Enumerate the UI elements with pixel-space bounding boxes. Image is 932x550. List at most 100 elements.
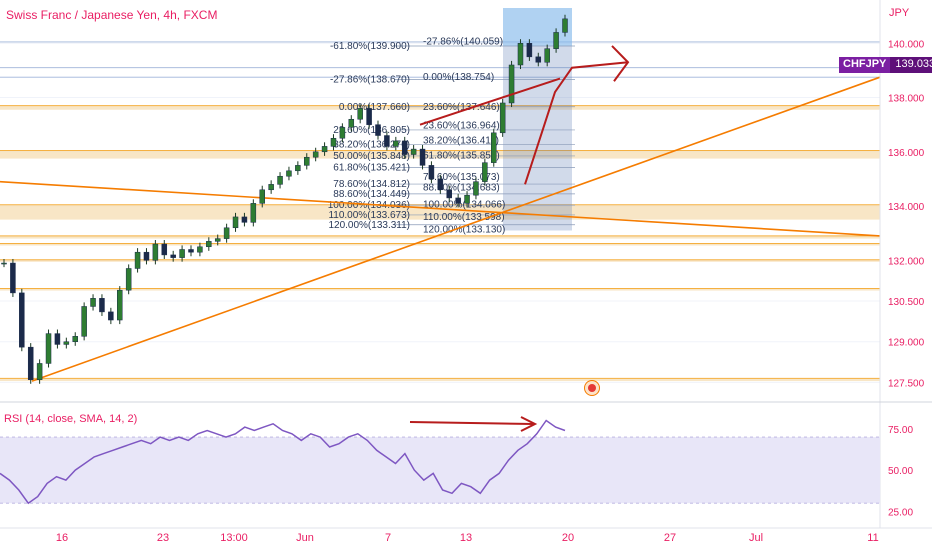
fib-left-label: 50.00%(135.848) bbox=[333, 151, 410, 162]
time-tick-label: 23 bbox=[157, 532, 169, 544]
fib-left-label: 88.60%(134.449) bbox=[333, 189, 410, 200]
candle bbox=[491, 132, 497, 163]
candle bbox=[161, 243, 168, 256]
fib-left-label: 23.60%(136.805) bbox=[333, 125, 410, 136]
fib-left-label: -27.86%(138.670) bbox=[330, 74, 410, 85]
candle bbox=[277, 175, 283, 185]
sr-zone bbox=[0, 288, 880, 291]
price-tick-label: 138.000 bbox=[888, 94, 925, 105]
candle bbox=[63, 341, 70, 345]
sr-zone bbox=[0, 243, 880, 246]
candle bbox=[401, 140, 408, 155]
fib-right-label: 100.00%(134.066) bbox=[423, 199, 505, 210]
fib-left-label: -61.80%(139.900) bbox=[330, 41, 410, 52]
candle bbox=[27, 346, 34, 380]
sr-zone bbox=[0, 150, 880, 159]
trendline-lower bbox=[31, 76, 881, 382]
candle bbox=[125, 268, 132, 291]
candle bbox=[197, 246, 203, 253]
price-tick-label: 136.000 bbox=[888, 148, 925, 159]
candle bbox=[330, 137, 337, 147]
sr-zone bbox=[0, 105, 880, 110]
candle bbox=[366, 108, 372, 125]
arrow-head bbox=[611, 45, 630, 82]
time-tick-label: 13:00 bbox=[220, 532, 248, 544]
candle bbox=[241, 216, 248, 223]
candle bbox=[339, 127, 346, 139]
currency-label: JPY bbox=[889, 7, 910, 19]
time-tick-label: 11 bbox=[867, 532, 878, 544]
add-alert-button[interactable] bbox=[584, 380, 600, 396]
time-tick-label: 27 bbox=[664, 532, 676, 544]
candle bbox=[108, 311, 114, 321]
candle bbox=[286, 170, 292, 177]
candle bbox=[214, 238, 221, 242]
candle bbox=[464, 194, 470, 204]
candle bbox=[19, 292, 25, 348]
trendline-upper bbox=[0, 180, 881, 237]
fib-box-top bbox=[503, 8, 572, 46]
fib-right-label: 23.60%(136.964) bbox=[423, 121, 500, 132]
time-tick-label: Jun bbox=[296, 532, 314, 544]
sr-zone bbox=[0, 259, 880, 262]
fib-left-label: 100.00%(134.036) bbox=[328, 200, 410, 211]
price-badge-value: 139.033 bbox=[890, 57, 932, 73]
fib-left-label: 120.00%(133.311) bbox=[328, 220, 410, 231]
plus-icon bbox=[588, 384, 596, 392]
fib-right-label: 61.80%(135.858) bbox=[423, 151, 500, 162]
rsi-title: RSI (14, close, SMA, 14, 2) bbox=[4, 413, 137, 425]
candle bbox=[428, 165, 435, 180]
fib-left-label: 110.00%(133.673) bbox=[328, 210, 410, 221]
candle bbox=[81, 306, 87, 337]
sr-zone bbox=[0, 204, 880, 220]
rsi-tick-label: 25.00 bbox=[888, 507, 913, 518]
candle bbox=[544, 48, 550, 63]
candle bbox=[152, 243, 159, 261]
candle bbox=[384, 135, 390, 147]
time-tick-label: 7 bbox=[385, 532, 391, 544]
fib-right-label: 78.60%(135.073) bbox=[423, 172, 500, 183]
price-tick-label: 129.000 bbox=[888, 338, 925, 349]
fib-left-label: 38.20%(136.276) bbox=[333, 139, 410, 150]
candle bbox=[562, 18, 568, 33]
time-tick-label: 20 bbox=[562, 532, 574, 544]
candle bbox=[10, 262, 16, 294]
time-tick-label: Jul bbox=[749, 532, 763, 544]
candle bbox=[250, 203, 257, 223]
candle bbox=[321, 146, 328, 153]
candle bbox=[526, 43, 533, 58]
candle bbox=[393, 140, 399, 147]
rsi-arrow bbox=[409, 421, 534, 425]
price-tick-label: 140.000 bbox=[888, 39, 925, 50]
fib-right-label: 120.00%(133.130) bbox=[423, 225, 505, 236]
candle bbox=[188, 249, 194, 253]
candle bbox=[72, 336, 78, 342]
candle bbox=[312, 151, 319, 158]
candle bbox=[508, 64, 515, 104]
candle bbox=[99, 298, 105, 313]
candle bbox=[179, 249, 185, 258]
candle bbox=[143, 251, 150, 261]
fib-left-label: 61.80%(135.421) bbox=[333, 163, 410, 174]
candle bbox=[482, 162, 488, 182]
candle bbox=[268, 184, 274, 191]
fib-right-label: 0.00%(138.754) bbox=[423, 72, 494, 83]
arrow-projection bbox=[524, 61, 629, 185]
candle bbox=[54, 333, 61, 345]
price-tick-label: 127.500 bbox=[888, 378, 925, 389]
fib-left-label: 0.00%(137.660) bbox=[339, 102, 410, 113]
fib-right-label: 110.00%(133.598) bbox=[423, 212, 505, 223]
candle bbox=[473, 181, 479, 196]
candle bbox=[517, 43, 524, 66]
candle bbox=[419, 148, 426, 166]
candle bbox=[36, 363, 43, 380]
price-tick-label: 134.000 bbox=[888, 202, 925, 213]
candle bbox=[304, 156, 310, 166]
fib-right-label: 88.60%(134.683) bbox=[423, 183, 500, 194]
candle bbox=[134, 251, 141, 269]
fib-right-label: -27.86%(140.059) bbox=[423, 37, 503, 48]
candle bbox=[1, 262, 7, 265]
candle bbox=[90, 298, 96, 307]
